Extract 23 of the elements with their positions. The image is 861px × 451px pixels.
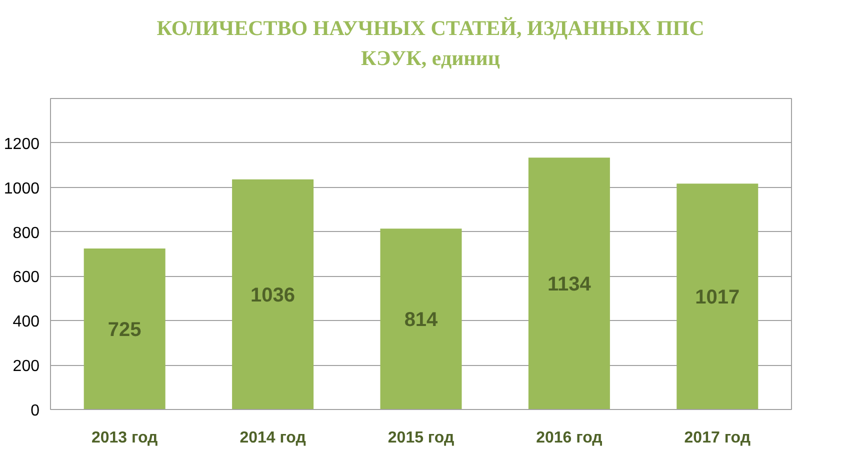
y-tick-label: 1200	[4, 136, 40, 153]
x-tick-label: 2017 год	[684, 430, 751, 446]
x-tick-label: 2013 год	[91, 430, 158, 446]
y-tick-label: 0	[30, 402, 40, 420]
data-label: 1036	[250, 284, 296, 306]
y-tick-label: 1000	[4, 180, 40, 198]
bar	[232, 179, 314, 410]
y-tick-label: 200	[12, 358, 40, 376]
data-label: 1134	[548, 274, 592, 296]
data-label: 725	[108, 318, 142, 341]
bar	[676, 184, 758, 410]
y-tick-label: 800	[12, 224, 40, 242]
bar	[380, 228, 462, 410]
x-tick-label: 2014 год	[240, 430, 306, 446]
y-tick-label: 400	[12, 314, 40, 331]
y-tick-label: 600	[12, 269, 40, 286]
x-tick-label: 2015 год	[388, 430, 454, 446]
chart-title: КОЛИЧЕСТВО НАУЧНЫХ СТАТЕЙ, ИЗДАННЫХ ППС КЭУК, единиц	[156, 15, 704, 72]
data-label: 1017	[695, 286, 740, 309]
x-tick-label: 2016 год	[536, 430, 602, 446]
bar	[84, 248, 166, 410]
bar	[528, 158, 610, 410]
data-label: 814	[404, 309, 439, 332]
